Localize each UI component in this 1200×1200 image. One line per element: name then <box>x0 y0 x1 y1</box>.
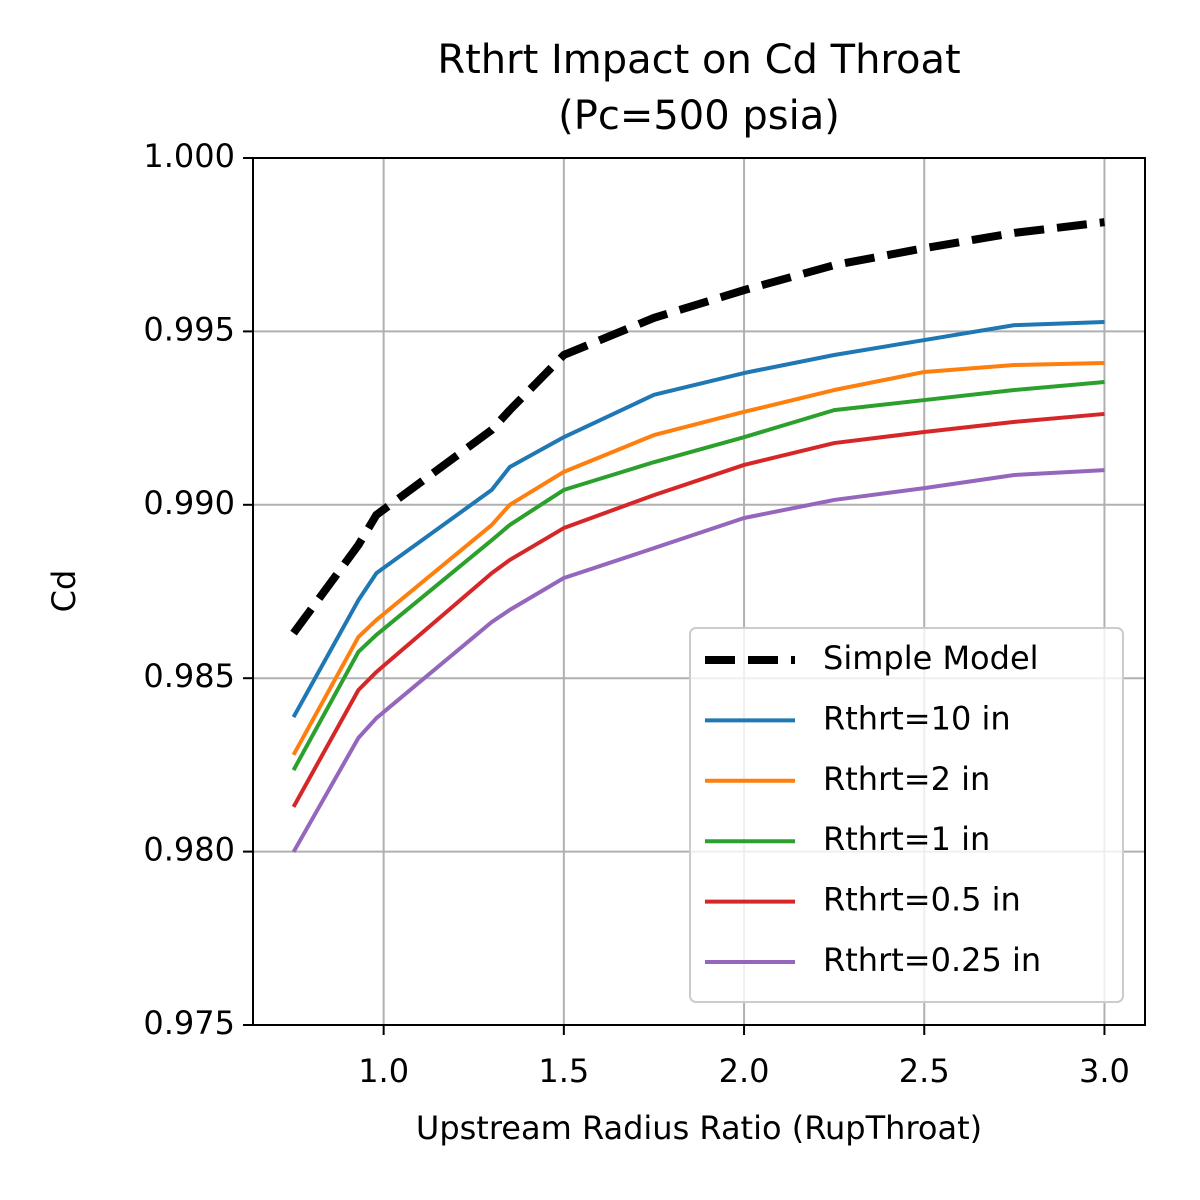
series-line <box>291 411 1105 808</box>
y-tick-label: 0.990 <box>143 484 235 522</box>
y-tick-label: 0.975 <box>143 1004 235 1042</box>
x-tick-label: 1.5 <box>538 1052 589 1090</box>
series-line <box>291 320 1105 719</box>
x-tick-label: 1.0 <box>358 1052 409 1090</box>
y-tick-label: 0.980 <box>143 831 235 869</box>
y-axis-label: Cd <box>45 570 83 613</box>
x-axis-label: Upstream Radius Ratio (RupThroat) <box>416 1109 982 1147</box>
x-tick-label: 3.0 <box>1079 1052 1130 1090</box>
y-tick-label: 1.000 <box>143 137 235 175</box>
legend-label: Rthrt=0.25 in <box>823 941 1041 979</box>
y-tick-label: 0.985 <box>143 657 235 695</box>
series-line <box>291 468 1105 853</box>
legend-label: Rthrt=10 in <box>823 699 1011 737</box>
series-line <box>291 360 1105 756</box>
legend-label: Rthrt=2 in <box>823 760 990 798</box>
x-tick-label: 2.5 <box>899 1052 950 1090</box>
chart-subtitle: (Pc=500 psia) <box>558 93 840 139</box>
y-tick-label: 0.995 <box>143 310 235 348</box>
x-tick-label: 2.0 <box>719 1052 770 1090</box>
legend-label: Rthrt=0.5 in <box>823 881 1021 919</box>
legend-box <box>689 627 1124 1003</box>
chart-title: Rthrt Impact on Cd Throat <box>437 37 960 83</box>
legend-label: Rthrt=1 in <box>823 820 990 858</box>
legend-label: Simple Model <box>823 639 1039 677</box>
series-line <box>291 380 1105 772</box>
plot-frame <box>252 157 1146 1026</box>
series-line <box>290 218 1105 636</box>
